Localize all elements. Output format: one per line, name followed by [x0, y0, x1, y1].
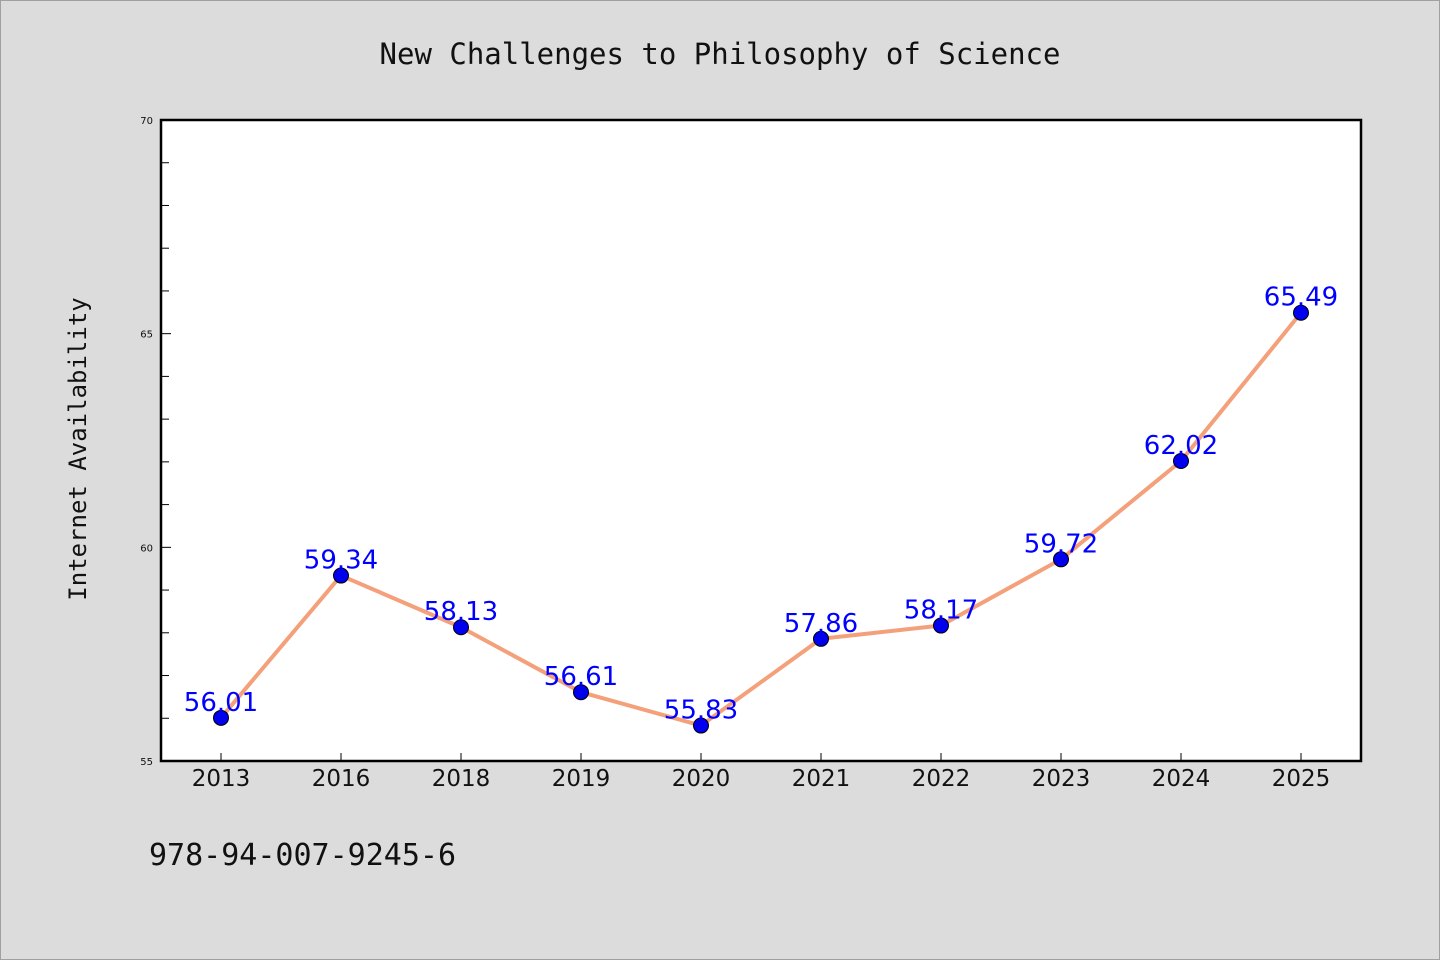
x-tick-label: 2016: [312, 766, 371, 792]
x-tick-label: 2021: [792, 766, 851, 792]
data-point: [693, 717, 709, 734]
data-label: 57.86: [784, 609, 858, 639]
x-tick-label: 2022: [912, 766, 971, 792]
y-tick-label: 70: [140, 116, 153, 127]
data-point: [1053, 551, 1069, 568]
plot-border: [159, 118, 1363, 763]
x-tick-label: 2023: [1032, 766, 1091, 792]
data-point: [1293, 304, 1309, 321]
data-label: 58.13: [424, 597, 498, 627]
series-line: [219, 310, 1303, 728]
data-point: [453, 619, 469, 636]
footer-note: 978-94-007-9245-6: [149, 838, 456, 873]
data-point: [933, 617, 949, 634]
series-layer: [213, 304, 1309, 734]
x-tick-label: 2020: [672, 766, 731, 792]
y-tick-label: 65: [140, 330, 153, 341]
data-label: 56.01: [184, 688, 258, 718]
data-point: [813, 630, 829, 647]
x-tick-label: 2025: [1272, 766, 1331, 792]
y-axis-ticks: 55 60 65 70: [140, 116, 171, 768]
data-labels: 56.01 59.34 58.13 56.61 55.83 57.86 58.17 59.72…: [184, 283, 1338, 726]
data-point: [573, 684, 589, 701]
data-label: 56.61: [544, 662, 618, 692]
data-label: 65.49: [1264, 283, 1338, 313]
data-label: 55.83: [664, 696, 738, 726]
x-tick-label: 2024: [1152, 766, 1211, 792]
data-point: [333, 567, 349, 584]
y-tick-label: 60: [140, 543, 153, 554]
chart-title: New Challenges to Philosophy of Science: [380, 37, 1061, 71]
x-tick-label: 2013: [192, 766, 251, 792]
y-tick-label: 55: [140, 757, 153, 768]
plot-area: [161, 120, 1361, 761]
x-tick-label: 2018: [432, 766, 491, 792]
data-point: [213, 709, 229, 726]
data-point: [1173, 453, 1189, 470]
x-tick-label: 2019: [552, 766, 611, 792]
data-label: 59.72: [1024, 529, 1098, 559]
y-axis-label: Internet Availability: [64, 297, 92, 600]
data-label: 58.17: [904, 596, 978, 626]
x-axis-ticks: 2013 2016 2018 2019 2020 2021 2022 2023 2024 2025: [192, 753, 1331, 792]
data-label: 59.34: [304, 546, 378, 576]
data-label: 62.02: [1144, 431, 1218, 461]
